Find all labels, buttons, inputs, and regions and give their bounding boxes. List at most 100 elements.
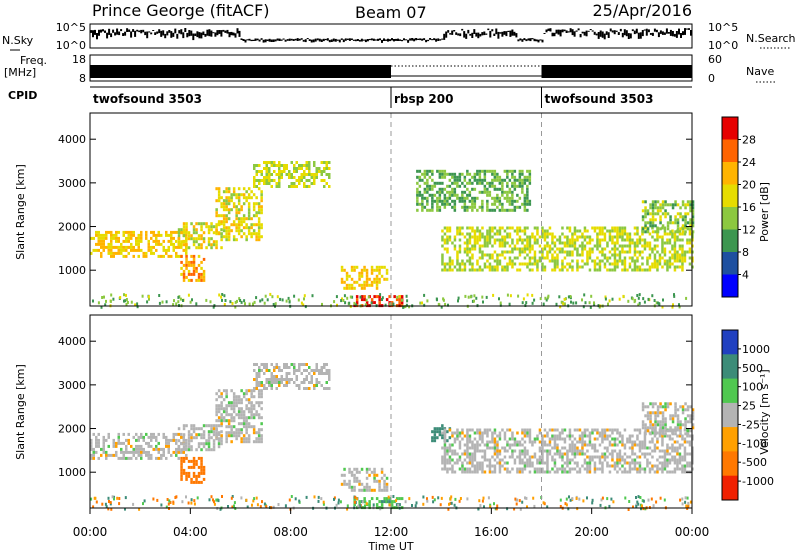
heatmap-cell (551, 247, 554, 251)
heatmap-cell (182, 240, 186, 244)
heatmap-cell (608, 262, 612, 266)
heatmap-cell (421, 196, 424, 200)
heatmap-cell (278, 167, 281, 170)
heatmap-cell (644, 212, 647, 216)
heatmap-cell (593, 470, 597, 474)
heatmap-cell (340, 473, 344, 477)
heatmap-cell (313, 369, 316, 372)
heatmap-cell (130, 456, 133, 460)
heatmap-cell (344, 301, 347, 305)
heatmap-cell (195, 462, 198, 466)
heatmap-cell (400, 295, 404, 299)
heatmap-cell (101, 502, 104, 506)
heatmap-cell (247, 416, 251, 420)
heatmap-cell (90, 456, 93, 460)
heatmap-cell (611, 449, 614, 453)
heatmap-cell (593, 268, 597, 272)
heatmap-cell (213, 500, 215, 504)
heatmap-cell (185, 254, 188, 258)
heatmap-cell (673, 268, 677, 272)
heatmap-cell (553, 470, 557, 474)
heatmap-cell (653, 253, 657, 257)
heatmap-cell (641, 218, 645, 222)
heatmap-cell (661, 250, 664, 254)
heatmap-cell (111, 495, 114, 499)
noise-sample (539, 39, 542, 41)
heatmap-cell (601, 464, 604, 468)
heatmap-cell (230, 404, 233, 408)
heatmap-cell (122, 245, 125, 249)
heatmap-cell (669, 417, 672, 421)
heatmap-cell (661, 449, 664, 453)
heatmap-cell (257, 431, 261, 435)
heatmap-cell (150, 456, 153, 460)
heatmap-cell (217, 232, 221, 236)
heatmap-cell (643, 440, 647, 444)
heatmap-cell (187, 430, 191, 434)
freq-right-tick-top: 60 (708, 53, 722, 66)
heatmap-cell (566, 226, 569, 230)
heatmap-cell (468, 247, 472, 251)
heatmap-cell (355, 467, 359, 471)
heatmap-cell (295, 378, 298, 381)
heatmap-cell (666, 405, 670, 409)
heatmap-cell (431, 196, 434, 200)
heatmap-cell (661, 203, 665, 207)
heatmap-cell (466, 238, 469, 242)
heatmap-cell (446, 184, 449, 188)
heatmap-cell (501, 181, 504, 185)
heatmap-cell (601, 259, 604, 263)
heatmap-cell (232, 404, 236, 408)
heatmap-cell (586, 256, 589, 260)
heatmap-cell (185, 456, 188, 460)
heatmap-cell (496, 232, 499, 236)
heatmap-cell (651, 440, 654, 444)
heatmap-cell (190, 237, 193, 241)
heatmap-cell (95, 242, 98, 246)
heatmap-cell (643, 470, 647, 474)
heatmap-cell (689, 420, 692, 424)
heatmap-cell (192, 266, 196, 270)
heatmap-cell (483, 244, 487, 248)
heatmap-cell (521, 181, 524, 185)
heatmap-cell (518, 178, 522, 182)
heatmap-cell (92, 505, 95, 509)
noise-sample (132, 29, 135, 32)
heatmap-cell (598, 238, 602, 242)
heatmap-cell (518, 458, 522, 462)
heatmap-cell (461, 232, 464, 236)
heatmap-cell (586, 449, 589, 453)
heatmap-cell (578, 467, 582, 471)
heatmap-cell (448, 259, 452, 263)
heatmap-cell (122, 239, 125, 243)
heatmap-cell (239, 299, 242, 302)
heatmap-cell (635, 496, 637, 499)
heatmap-cell (523, 226, 527, 230)
heatmap-cell (443, 452, 447, 456)
heatmap-cell (117, 438, 120, 442)
heatmap-cell (673, 461, 677, 465)
heatmap-cell (257, 434, 261, 438)
heatmap-cell (461, 172, 464, 176)
heatmap-cell (503, 238, 507, 242)
heatmap-cell (681, 253, 684, 257)
heatmap-cell (160, 447, 163, 451)
heatmap-cell (488, 181, 492, 185)
heatmap-cell (563, 235, 567, 239)
heatmap-cell (212, 243, 216, 247)
heatmap-cell (195, 278, 198, 282)
heatmap-cell (551, 467, 554, 471)
heatmap-cell (185, 263, 188, 267)
heatmap-cell (225, 199, 228, 203)
noise-sample (120, 29, 123, 32)
heatmap-cell (278, 378, 281, 381)
heatmap-cell (659, 203, 662, 207)
heatmap-cell (489, 505, 492, 509)
heatmap-cell (360, 488, 364, 492)
heatmap-cell (637, 303, 640, 307)
heatmap-cell (553, 256, 557, 260)
colorbar-swatch (722, 252, 738, 275)
heatmap-cell (666, 259, 669, 263)
heatmap-cell (222, 199, 226, 203)
heatmap-cell (340, 277, 344, 281)
